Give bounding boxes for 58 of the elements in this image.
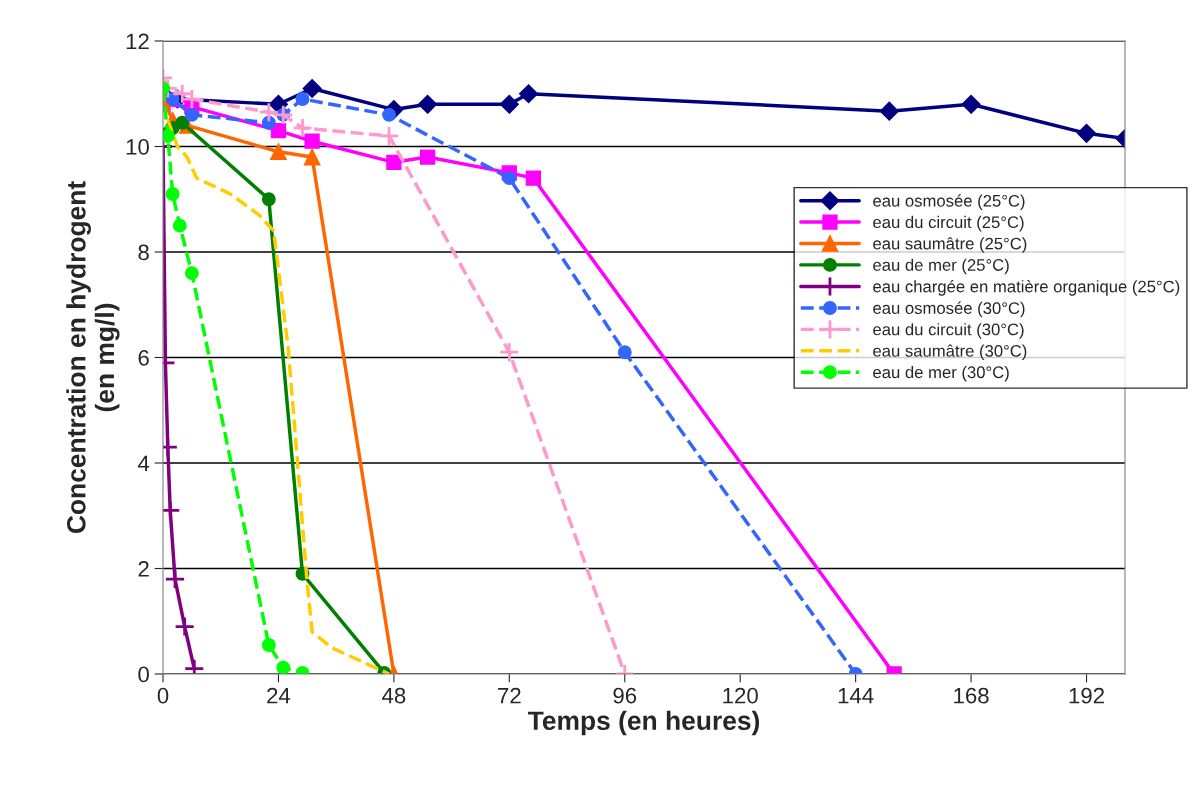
x-tick-label: 48 <box>382 687 406 704</box>
point <box>378 125 400 147</box>
point <box>295 92 310 106</box>
point <box>525 170 542 186</box>
point <box>292 117 313 139</box>
x-axis-title: Temps (en heures) <box>527 710 760 736</box>
y-tick-label: 10 <box>126 139 149 155</box>
y-tick-label: 6 <box>138 350 149 366</box>
point <box>304 133 320 149</box>
point <box>617 345 632 360</box>
point <box>419 149 436 165</box>
point <box>302 78 322 99</box>
point <box>184 266 199 281</box>
point <box>270 143 287 161</box>
x-tick-label: 96 <box>613 687 637 704</box>
point <box>879 101 899 121</box>
x-tick-label: 0 <box>157 687 169 704</box>
point <box>165 187 180 201</box>
legend-label: eau du circuit (25°C) <box>873 215 1024 232</box>
legend-label: eau chargée en matière organique (25°C) <box>873 280 1180 296</box>
point <box>276 660 291 674</box>
point <box>303 148 321 166</box>
legend-label: eau saumâtre (30°C) <box>873 344 1027 361</box>
point <box>261 638 276 652</box>
point <box>386 154 402 170</box>
point <box>1076 123 1097 143</box>
legend-label: eau du circuit (30°C) <box>873 323 1024 339</box>
point <box>172 218 187 233</box>
y-tick-label: 0 <box>138 666 149 683</box>
point <box>163 500 181 521</box>
legend-label: eau saumâtre (25°C) <box>873 237 1027 253</box>
point <box>184 107 199 122</box>
point <box>519 84 539 104</box>
y-tick-label: 8 <box>138 244 149 261</box>
y-tick-label: 4 <box>137 455 150 472</box>
x-tick-label: 144 <box>838 688 874 704</box>
x-tick-label: 192 <box>1069 687 1104 704</box>
point <box>502 171 517 186</box>
point <box>961 94 981 114</box>
y-tick-label: 2 <box>138 561 149 577</box>
point <box>175 115 190 130</box>
x-tick-label: 72 <box>498 687 521 704</box>
x-tick-label: 168 <box>954 687 989 704</box>
legend-label: eau osmosée (25°C) <box>873 194 1025 211</box>
x-tick-label: 24 <box>267 687 291 704</box>
y-tick-label: 12 <box>126 33 149 50</box>
y-axis-title: Concentration en hydrogent (en mg/l) <box>66 181 120 534</box>
x-tick-label: 120 <box>723 687 758 704</box>
point <box>261 192 276 207</box>
legend-label: eau de mer (30°C) <box>873 365 1009 382</box>
legend-label: eau de mer (25°C) <box>873 258 1009 275</box>
legend-label: eau osmosée (30°C) <box>873 301 1025 318</box>
point <box>171 83 193 105</box>
point <box>499 94 519 114</box>
point <box>418 94 438 114</box>
point <box>181 88 203 110</box>
point <box>498 341 520 363</box>
point <box>258 101 280 123</box>
